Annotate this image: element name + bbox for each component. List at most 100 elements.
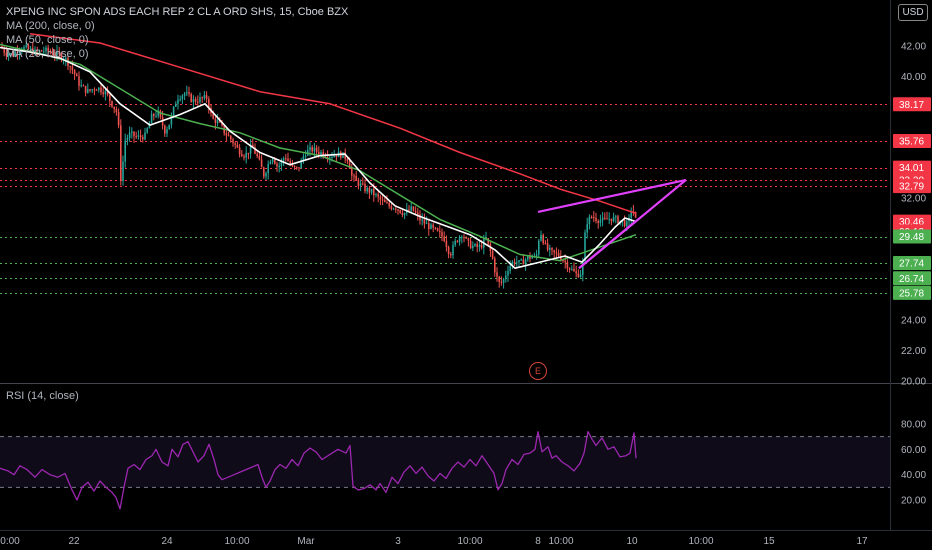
- candle-body: [221, 122, 223, 126]
- candle-body: [137, 135, 140, 137]
- candle-body: [414, 210, 417, 213]
- candle-body: [320, 152, 322, 155]
- candle-body: [351, 168, 353, 176]
- candle-body: [399, 209, 401, 213]
- price-label: 35.76: [899, 136, 924, 147]
- candle-body: [60, 53, 63, 60]
- price-label-box: [893, 271, 931, 286]
- candle-body: [318, 151, 320, 155]
- candle-body: [177, 99, 179, 104]
- candle-body: [293, 165, 296, 167]
- candle-body: [535, 254, 538, 257]
- candle-body: [265, 173, 267, 177]
- candle-body: [238, 147, 241, 155]
- candle-body: [58, 51, 60, 54]
- ma50-legend[interactable]: MA (50, close, 0): [6, 34, 89, 46]
- candle-body: [128, 132, 131, 139]
- candle-body: [584, 232, 586, 262]
- candle-body: [573, 268, 575, 272]
- candle-body: [412, 206, 415, 211]
- candle-body: [496, 272, 498, 277]
- candle-body: [212, 113, 214, 119]
- candle-body: [549, 247, 551, 250]
- candle-body: [106, 90, 109, 95]
- candle-body: [54, 54, 56, 56]
- candle-body: [491, 251, 494, 259]
- candle-body: [505, 275, 507, 280]
- candle-body: [518, 260, 520, 263]
- rsi-tick-label: 20.00: [901, 496, 926, 507]
- candle-body: [135, 136, 137, 138]
- candle-body: [324, 156, 327, 158]
- candle-body: [124, 140, 126, 162]
- candle-body: [441, 232, 443, 237]
- candle-body: [146, 128, 148, 133]
- candle-body: [113, 106, 115, 110]
- candle-body: [168, 124, 170, 130]
- candle-body: [381, 199, 384, 201]
- candle-body: [172, 106, 175, 116]
- candle-body: [23, 47, 25, 50]
- ma20-line: [0, 46, 637, 269]
- candle-body: [166, 129, 168, 134]
- price-tick-label: 40.00: [901, 72, 926, 83]
- candle-body: [309, 147, 311, 150]
- candle-body: [27, 45, 30, 49]
- time-tick-label: Mar: [297, 536, 315, 547]
- candle-body: [300, 160, 302, 169]
- earnings-marker[interactable]: E: [529, 362, 547, 380]
- currency-button[interactable]: USD: [898, 4, 928, 21]
- candle-body: [566, 262, 569, 269]
- candle-body: [487, 238, 489, 244]
- candle-body: [199, 97, 201, 103]
- candle-body: [593, 217, 595, 219]
- candle-body: [153, 113, 155, 116]
- candle-body: [480, 245, 483, 248]
- candle-body: [472, 245, 474, 249]
- ma20-legend[interactable]: MA (20, close, 0): [6, 48, 89, 60]
- candle-body: [260, 159, 263, 168]
- candle-body: [115, 109, 118, 113]
- time-tick-label: 10: [626, 536, 638, 547]
- rsi-band-fill: [0, 436, 890, 488]
- ma200-line: [29, 33, 637, 215]
- candle-body: [256, 153, 258, 157]
- candle-body: [388, 203, 390, 207]
- rsi-legend[interactable]: RSI (14, close): [6, 390, 79, 402]
- candle-body: [364, 183, 366, 192]
- candle-body: [287, 158, 289, 162]
- candle-body: [243, 156, 245, 158]
- candle-body: [467, 238, 470, 241]
- ma200-legend[interactable]: MA (200, close, 0): [6, 20, 95, 32]
- time-tick-label: 3: [395, 536, 401, 547]
- candle-body: [230, 135, 232, 140]
- candle-body: [192, 99, 195, 102]
- candle-body: [73, 69, 76, 75]
- candle-body: [285, 158, 287, 160]
- candle-body: [282, 158, 285, 161]
- candle-body: [254, 147, 256, 154]
- candle-body: [384, 199, 386, 203]
- candle-body: [582, 261, 584, 275]
- candle-body: [186, 92, 188, 94]
- candle-body: [32, 48, 34, 55]
- price-label-box: [893, 229, 931, 244]
- candle-body: [436, 228, 439, 231]
- candle-body: [469, 240, 472, 249]
- candle-body: [630, 211, 632, 218]
- candle-body: [425, 223, 428, 225]
- price-label: 27.74: [899, 259, 924, 270]
- price-tick-label: 24.00: [901, 315, 926, 326]
- candle-body: [542, 234, 544, 244]
- candle-body: [329, 157, 331, 159]
- candle-body: [342, 152, 344, 158]
- candle-body: [120, 125, 122, 182]
- candle-body: [474, 244, 476, 246]
- candle-body: [513, 261, 516, 264]
- candle-body: [93, 89, 96, 91]
- candle-body: [623, 219, 626, 227]
- candle-body: [126, 138, 129, 141]
- candle-body: [201, 97, 203, 99]
- candle-body: [373, 188, 375, 196]
